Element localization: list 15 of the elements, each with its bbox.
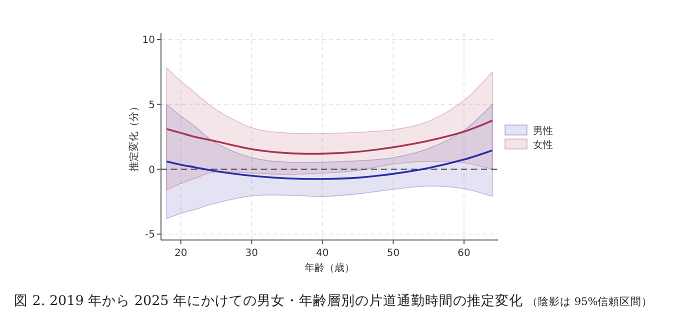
y-axis-title: 推定変化（分） [128, 102, 140, 172]
y-tick-label: 5 [148, 100, 155, 111]
x-tick-label: 20 [174, 248, 188, 259]
x-tick-label: 30 [245, 248, 258, 259]
legend-label: 女性 [533, 139, 553, 151]
x-tick-label: 60 [458, 248, 470, 259]
x-tick-label: 40 [316, 248, 329, 259]
legend-label: 男性 [533, 125, 553, 137]
caption: 図 2. 2019 年から 2025 年にかけての男女・年齢層別の片道通勤時間の推定変化 [14, 293, 524, 309]
text: （陰影は 95%信頼区間） [527, 296, 653, 308]
y-tick-label: 0 [148, 164, 155, 176]
x-tick-label: 50 [386, 248, 400, 259]
y-tick-label: 10 [142, 34, 155, 46]
x-axis-title: 年齢（歳） [304, 262, 354, 274]
y-tick-label: -5 [145, 230, 155, 241]
